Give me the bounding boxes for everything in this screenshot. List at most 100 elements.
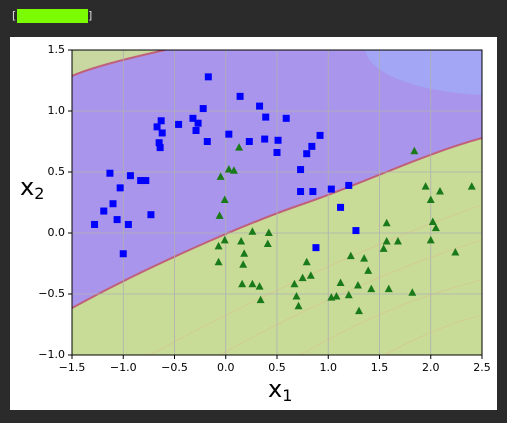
triangle-point [410, 146, 419, 155]
square-point [106, 169, 114, 177]
x-tick-label: 2.5 [473, 361, 491, 374]
square-point [100, 207, 108, 215]
progress-close: ] [88, 9, 92, 22]
triangle-point [467, 182, 476, 190]
square-point [297, 166, 305, 174]
square-point [203, 138, 211, 145]
progress-open: [ [12, 9, 16, 22]
square-point [297, 188, 305, 196]
triangle-point [360, 254, 369, 262]
x-axis-label-sub: 1 [282, 386, 292, 405]
square-point [157, 117, 165, 125]
triangle-point [237, 237, 246, 245]
y-tick-label: 1.0 [48, 104, 66, 117]
square-point [274, 136, 282, 144]
contour-line [219, 239, 482, 355]
triangle-point [220, 195, 229, 204]
x-tick-label: −1.0 [110, 361, 137, 374]
triangle-point [431, 223, 440, 232]
triangle-point [408, 288, 417, 296]
triangle-point [255, 282, 264, 290]
y-tick-label: −0.5 [38, 287, 65, 300]
triangle-point [215, 211, 224, 219]
triangle-point [428, 217, 437, 226]
x-tick-label: −1.5 [59, 361, 86, 374]
y-axis-label-sub: 2 [34, 184, 44, 203]
square-point [116, 184, 124, 192]
decision-boundary [72, 50, 166, 77]
triangle-point [256, 295, 265, 304]
triangle-point [382, 218, 391, 227]
x-tick-label: 1.5 [371, 361, 389, 374]
square-point [199, 105, 207, 113]
triangle-point [229, 166, 238, 174]
triangle-point [235, 143, 244, 151]
decision-boundary [72, 137, 482, 309]
square-point [137, 177, 145, 185]
marks [91, 73, 476, 315]
square-point [327, 185, 335, 193]
square-point [91, 220, 99, 228]
square-point [142, 177, 150, 185]
triangle-point [421, 182, 430, 190]
contour-line [299, 279, 482, 355]
square-point [156, 144, 164, 152]
triangle-point [263, 239, 272, 247]
triangle-point [364, 266, 373, 274]
triangle-point [214, 241, 223, 250]
square-point [256, 102, 264, 110]
square-point [175, 120, 183, 128]
x-tick-label: 0.5 [268, 361, 286, 374]
x-tick-label: 2.0 [422, 361, 440, 374]
y-tick-label: 0.0 [48, 226, 66, 239]
triangle-point [294, 301, 303, 310]
triangle-point [302, 257, 311, 266]
square-point [194, 119, 202, 127]
y-axis-label-text: x [20, 173, 34, 201]
square-point [204, 73, 212, 81]
contour-line [384, 314, 482, 355]
square-point [312, 244, 320, 252]
triangle-point [426, 235, 435, 244]
triangle-point [238, 279, 247, 288]
triangle-point [332, 291, 341, 300]
triangle-point [220, 235, 229, 244]
square-point [316, 131, 324, 139]
triangle-point [353, 280, 362, 289]
x-axis-label-text: x [268, 375, 282, 403]
triangle-point [367, 284, 376, 293]
square-point [109, 200, 117, 208]
triangle-point [344, 290, 353, 299]
square-point [261, 135, 269, 143]
triangle-point [306, 271, 315, 279]
contour-region [365, 50, 482, 95]
square-point [147, 211, 155, 219]
triangle-point [435, 187, 444, 195]
progress-bar [17, 9, 88, 23]
triangle-point [298, 273, 307, 282]
triangle-point [248, 227, 257, 235]
triangle-point [384, 284, 393, 293]
square-point [345, 181, 353, 189]
triangle-point [239, 260, 248, 268]
square-point [126, 172, 134, 180]
square-point [273, 148, 281, 156]
square-point [309, 188, 317, 196]
region-positive-corner [72, 50, 165, 76]
y-tick-label: −1.0 [38, 348, 65, 361]
y-tick-label: 0.5 [48, 165, 66, 178]
square-point [113, 216, 121, 224]
triangle-point [379, 244, 388, 252]
triangle-point [393, 237, 402, 245]
triangle-point [355, 306, 363, 315]
triangle-point [214, 257, 223, 266]
square-point [308, 142, 316, 150]
square-point [192, 127, 200, 135]
x-tick-label: 0.0 [217, 361, 235, 374]
square-point [245, 138, 253, 145]
triangle-point [264, 228, 273, 236]
y-axis-label: x2 [20, 173, 44, 203]
square-point [236, 92, 244, 100]
